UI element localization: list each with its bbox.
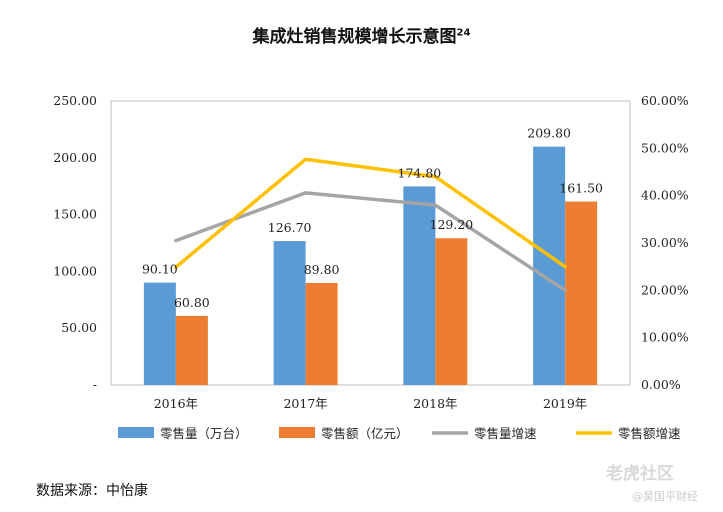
data-label-volume-1: 126.70 — [268, 220, 312, 235]
bar-amount-1 — [305, 282, 338, 385]
x-tick-label: 2018年 — [413, 396, 457, 411]
bar-amount-0 — [175, 315, 208, 385]
data-label-volume-2: 174.80 — [398, 165, 442, 180]
y-right-tick-label: 60.00% — [641, 93, 689, 108]
watermark-handle: @昊国平财经 — [632, 490, 698, 503]
y-left-tick-label: 50.00 — [61, 320, 97, 335]
y-right-tick-label: 40.00% — [641, 188, 689, 203]
plot-frame — [110, 100, 631, 386]
x-tick-label: 2016年 — [154, 396, 198, 411]
legend-swatch-0 — [118, 427, 154, 438]
chart-title-footnote: 24 — [456, 27, 471, 39]
data-label-amount-2: 129.20 — [430, 217, 474, 232]
watermark-logo-text: 老虎社区 — [606, 464, 674, 484]
legend-label-2: 零售量增速 — [474, 426, 537, 441]
data-label-volume-3: 209.80 — [527, 126, 571, 141]
legend-label-0: 零售量（万台） — [160, 426, 248, 441]
bar-volume-1 — [273, 241, 306, 385]
y-right-tick-label: 30.00% — [641, 235, 689, 250]
source-note: 数据来源：中怡康 — [36, 483, 148, 499]
y-left-tick-label: - — [93, 377, 97, 392]
chart-title: 集成灶销售规模增长示意图24 — [0, 22, 723, 47]
y-right-tick-label: 10.00% — [641, 330, 689, 345]
data-label-volume-0: 90.10 — [142, 262, 178, 277]
y-left-tick-label: 200.00 — [53, 150, 97, 165]
line-volume-growth — [174, 191, 567, 293]
y-left-tick-label: 100.00 — [53, 263, 97, 278]
y-left-tick-label: 150.00 — [53, 207, 97, 222]
legend-swatch-1 — [279, 427, 315, 438]
bar-volume-3 — [533, 146, 566, 385]
x-tick-label: 2019年 — [543, 396, 587, 411]
bar-amount-3 — [565, 201, 598, 385]
y-right-tick-label: 50.00% — [641, 140, 689, 155]
data-label-amount-1: 89.80 — [304, 262, 340, 277]
legend-label-1: 零售额（亿元） — [321, 426, 409, 441]
bar-volume-0 — [143, 282, 176, 385]
legend-label-3: 零售额增速 — [618, 426, 681, 441]
line-amount-growth — [174, 157, 567, 269]
x-tick-label: 2017年 — [283, 396, 327, 411]
data-label-amount-0: 60.80 — [174, 295, 210, 310]
y-right-tick-label: 20.00% — [641, 282, 689, 297]
y-right-tick-label: 0.00% — [641, 377, 681, 392]
bar-volume-2 — [403, 186, 436, 385]
bar-amount-2 — [435, 238, 468, 385]
data-label-amount-3: 161.50 — [559, 181, 603, 196]
chart-title-text: 集成灶销售规模增长示意图 — [252, 27, 457, 47]
y-left-tick-label: 250.00 — [53, 93, 97, 108]
